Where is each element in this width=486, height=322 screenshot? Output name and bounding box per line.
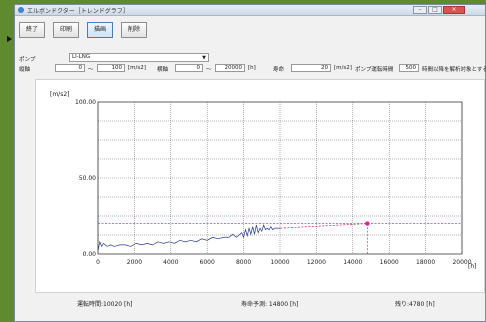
- pump-runtime-note: 時間以降を解析対象とする: [422, 67, 486, 73]
- vertical-axis-label: 縦軸: [19, 67, 31, 73]
- vertical-to-field[interactable]: 100: [97, 64, 125, 72]
- x-tick-label: 0: [96, 259, 100, 266]
- pointer-caret-icon: [7, 36, 12, 42]
- pump-select[interactable]: LI-LNG ▼: [69, 53, 209, 62]
- x-tick-label: 10000: [270, 259, 289, 266]
- x-tick-label: 14000: [343, 259, 362, 266]
- y-axis-label: [m/s2]: [50, 91, 70, 98]
- horizontal-from-field[interactable]: 0: [175, 64, 203, 72]
- x-tick-label: 4000: [163, 259, 178, 266]
- pump-runtime-field[interactable]: 500: [399, 64, 419, 72]
- chart-grid: [97, 102, 463, 254]
- y-tick-label: 0.00: [83, 251, 97, 258]
- trend-chart-panel: 0.00 50.00 100.00 0 2000 4000 6000 8000 10000 12…: [35, 79, 485, 293]
- x-tick-label: 16000: [380, 259, 399, 266]
- x-tick-label: 12000: [307, 259, 326, 266]
- x-tick-label: 2000: [127, 259, 142, 266]
- horizontal-unit-label: [h]: [248, 65, 256, 71]
- minimize-button[interactable]: –: [413, 6, 427, 14]
- x-axis-label: [h]: [468, 263, 476, 270]
- x-tick-label: 8000: [236, 259, 251, 266]
- life-unit-label: [m/s2]: [334, 65, 352, 71]
- y-tick-label: 100.00: [75, 99, 96, 106]
- status-bar: 運転時間:10020 [h] 寿命予測: 14800 [h] 残り:4780 […: [15, 291, 485, 321]
- horizontal-range-tilde: ～: [206, 67, 212, 73]
- draw-button[interactable]: 描画: [87, 22, 113, 38]
- close-button[interactable]: ×: [443, 6, 465, 14]
- pump-label: ポンプ: [19, 57, 36, 63]
- measured-series-line: [97, 224, 281, 252]
- app-icon: [18, 7, 24, 13]
- life-forecast-point: [365, 221, 370, 226]
- x-tick-label: 18000: [416, 259, 435, 266]
- left-green-strip: [0, 0, 14, 322]
- vertical-from-field[interactable]: 0: [55, 64, 85, 72]
- delete-button[interactable]: 削除: [121, 22, 147, 38]
- vertical-unit-label: [m/s2]: [128, 65, 146, 71]
- trend-chart: 0.00 50.00 100.00 0 2000 4000 6000 8000 10000 12…: [50, 91, 476, 270]
- x-tick-label: 20000: [452, 259, 471, 266]
- app-window: エルボンドクター［トレンドグラフ］ – □ × 終了 印刷 描画 削除 ポンプ …: [14, 4, 486, 322]
- trend-projection-line: [280, 223, 368, 229]
- pump-select-value: LI-LNG: [72, 54, 91, 60]
- vertical-range-tilde: ～: [88, 67, 94, 73]
- runtime-status: 運転時間:10020 [h]: [77, 301, 133, 308]
- horizontal-to-field[interactable]: 20000: [215, 64, 245, 72]
- maximize-button[interactable]: □: [428, 6, 442, 14]
- y-tick-label: 50.00: [79, 175, 96, 182]
- end-button[interactable]: 終了: [19, 22, 45, 38]
- remaining-status: 残り:4780 [h]: [395, 301, 435, 308]
- y-tick-labels: 0.00 50.00 100.00: [75, 99, 96, 258]
- window-title: エルボンドクター［トレンドグラフ］: [27, 8, 129, 15]
- chevron-down-icon: ▼: [202, 55, 206, 61]
- title-bar: エルボンドクター［トレンドグラフ］ – □ ×: [15, 5, 485, 16]
- life-forecast-status: 寿命予測: 14800 [h]: [241, 301, 299, 308]
- x-tick-label: 6000: [200, 259, 215, 266]
- life-label: 寿命: [273, 67, 285, 73]
- pump-runtime-label: ポンプ運転時間: [355, 67, 394, 73]
- horizontal-axis-label: 横軸: [157, 67, 169, 73]
- print-button[interactable]: 印刷: [53, 22, 79, 38]
- x-tick-labels: 0 2000 4000 6000 8000 10000 12000 14000 16000 180…: [96, 259, 472, 266]
- life-field[interactable]: 20: [291, 64, 331, 72]
